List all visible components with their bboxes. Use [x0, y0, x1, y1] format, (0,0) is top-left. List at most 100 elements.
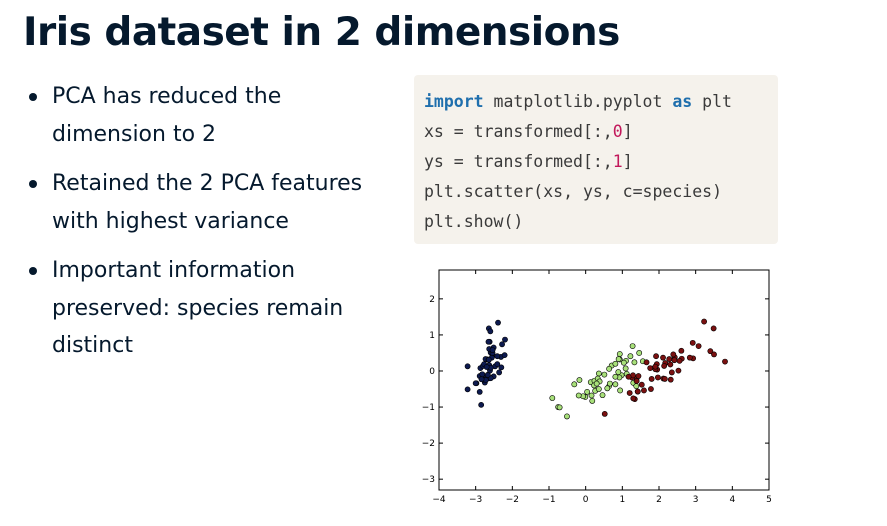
setosa-point: [494, 353, 501, 360]
virginica-point: [652, 363, 659, 370]
code-number: 0: [612, 122, 623, 141]
x-tick-label: −1: [542, 495, 555, 505]
versicolor-point: [615, 356, 622, 362]
x-tick-label: 5: [766, 495, 772, 505]
setosa-point: [483, 364, 490, 370]
virginica-point: [601, 411, 608, 417]
virginica-point: [634, 388, 641, 395]
virginica-point: [668, 369, 675, 376]
versicolor-point: [606, 380, 613, 387]
versicolor-point: [593, 380, 600, 387]
versicolor-point: [576, 377, 583, 383]
versicolor-point: [612, 360, 619, 367]
versicolor-point: [588, 392, 595, 399]
x-tick-label: 3: [693, 495, 699, 505]
virginica-point: [633, 378, 640, 384]
setosa-point: [495, 319, 501, 326]
y-tick-label: 0: [429, 367, 435, 377]
virginica-point: [653, 353, 659, 360]
virginica-point: [675, 367, 682, 374]
bullet-item: Important information preserved: species…: [26, 252, 401, 365]
virginica-point: [654, 374, 661, 381]
setosa-point: [485, 338, 492, 345]
virginica-point: [689, 339, 696, 346]
setosa-point: [501, 352, 508, 359]
virginica-point: [643, 359, 650, 366]
versicolor-point: [595, 386, 602, 392]
versicolor-point: [589, 398, 596, 404]
virginica-point: [711, 351, 717, 358]
setosa-point: [464, 363, 471, 370]
virginica-point: [625, 373, 632, 380]
code-text: ]: [622, 152, 633, 171]
versicolor-point: [633, 383, 640, 390]
versicolor-point: [556, 404, 563, 411]
virginica-point: [710, 325, 717, 332]
code-text: ys = transformed[:,: [424, 152, 613, 171]
virginica-point: [626, 390, 633, 396]
code-text: ]: [622, 122, 633, 141]
code-keyword: import: [424, 92, 484, 111]
setosa-point: [464, 386, 471, 393]
y-tick-label: −2: [422, 439, 435, 449]
y-tick-label: −3: [422, 475, 435, 485]
versicolor-point: [584, 389, 591, 395]
versicolor-point: [599, 392, 606, 399]
virginica-point: [670, 351, 677, 358]
versicolor-point: [575, 392, 582, 399]
code-keyword: as: [672, 92, 693, 111]
bullet-item: Retained the 2 PCA features with highest…: [26, 165, 401, 240]
versicolor-point: [636, 350, 643, 356]
setosa-point: [499, 341, 505, 348]
versicolor-point: [604, 385, 611, 392]
versicolor-point: [631, 359, 638, 366]
x-tick-label: 2: [656, 495, 662, 505]
bullet-list: PCA has reduced the dimension to 2 Retai…: [26, 78, 401, 377]
code-line: plt.scatter(xs, ys, c=species): [424, 182, 723, 201]
virginica-point: [630, 395, 637, 402]
virginica-point: [641, 387, 647, 394]
versicolor-point: [571, 381, 578, 388]
virginica-point: [707, 348, 714, 355]
setosa-point: [478, 401, 485, 408]
x-tick-label: 1: [619, 495, 625, 505]
y-tick-label: 2: [429, 295, 435, 305]
versicolor-point: [612, 373, 619, 380]
versicolor-point: [616, 351, 623, 357]
setosa-point: [502, 336, 508, 343]
virginica-point: [648, 376, 655, 382]
versicolor-point: [606, 365, 613, 372]
code-number: 1: [612, 152, 623, 171]
versicolor-point: [615, 369, 622, 375]
setosa-point: [494, 361, 501, 368]
setosa-point: [498, 364, 505, 371]
virginica-point: [701, 318, 707, 325]
virginica-point: [648, 386, 654, 392]
x-tick-label: −3: [469, 495, 482, 505]
virginica-point: [666, 356, 673, 362]
setosa-point: [472, 380, 479, 387]
y-tick-label: −1: [422, 403, 435, 413]
versicolor-point: [629, 343, 636, 349]
code-line: import matplotlib.pyplot as plt: [424, 87, 768, 117]
virginica-point: [661, 376, 668, 382]
versicolor-point: [620, 359, 627, 366]
versicolor-point: [612, 381, 619, 388]
setosa-point: [496, 369, 503, 376]
code-text: xs = transformed[:,: [424, 122, 613, 141]
versicolor-point: [595, 370, 602, 377]
y-tick-label: 1: [429, 331, 435, 341]
versicolor-point: [564, 413, 570, 420]
virginica-point: [667, 376, 674, 383]
setosa-point: [478, 376, 485, 383]
setosa-point: [484, 372, 491, 378]
code-block: import matplotlib.pyplot as plt xs = tra…: [414, 75, 778, 244]
bullet-item: PCA has reduced the dimension to 2: [26, 78, 401, 153]
virginica-point: [722, 358, 728, 365]
versicolor-point: [617, 387, 624, 394]
code-text: matplotlib.pyplot: [483, 92, 673, 111]
setosa-point: [485, 356, 492, 363]
setosa-point: [476, 389, 483, 395]
x-tick-label: 0: [583, 495, 589, 505]
slide-title: Iris dataset in 2 dimensions: [23, 10, 620, 55]
